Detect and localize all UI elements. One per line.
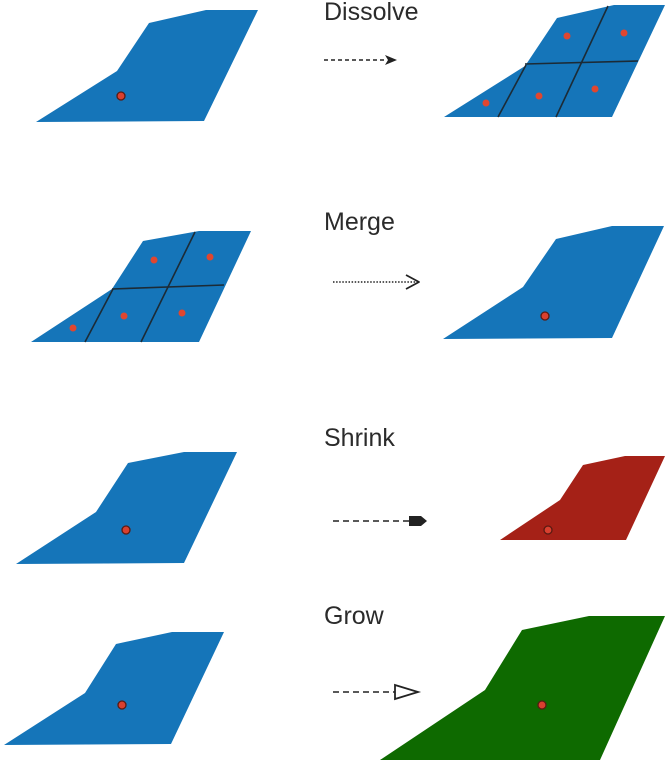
grow-source-polygon — [4, 632, 224, 745]
row-dissolve: Dissolve — [36, 0, 665, 122]
merge-result-polygon — [443, 226, 664, 339]
merge-point — [120, 312, 128, 320]
merge-point — [150, 256, 158, 264]
dissolve-point — [591, 85, 599, 93]
row-grow: Grow — [4, 602, 665, 760]
grow-source-centroid — [117, 700, 127, 710]
dissolve-source-polygon — [36, 10, 258, 122]
dissolve-arrow — [324, 55, 397, 65]
merge-point — [178, 309, 186, 317]
grow-result-polygon — [380, 616, 665, 760]
merge-result-centroid — [540, 311, 550, 321]
shrink-label: Shrink — [324, 424, 395, 452]
row-shrink: Shrink — [16, 424, 665, 564]
dissolve-grid-lines — [497, 5, 639, 118]
shrink-arrow — [333, 516, 427, 526]
merge-point — [206, 253, 214, 261]
dissolve-point — [535, 92, 543, 100]
shrink-result-polygon — [500, 456, 665, 540]
grow-arrow — [333, 683, 422, 701]
merge-arrow — [333, 274, 420, 290]
shrink-result-centroid — [543, 525, 553, 535]
dissolve-point — [563, 32, 571, 40]
dissolve-point — [482, 99, 490, 107]
merge-label: Merge — [324, 208, 395, 236]
merge-source-points — [69, 253, 214, 332]
dissolve-label: Dissolve — [324, 0, 418, 26]
grow-result-centroid — [537, 700, 547, 710]
merge-source-polygon — [31, 231, 251, 342]
shrink-source-polygon — [16, 452, 237, 564]
dissolve-source-centroid — [116, 91, 126, 101]
shrink-source-centroid — [121, 525, 131, 535]
dissolve-point — [620, 29, 628, 37]
merge-point — [69, 324, 77, 332]
grow-label: Grow — [324, 602, 385, 630]
row-merge: Merge — [31, 208, 664, 343]
dissolve-result-polygon — [444, 5, 665, 117]
dissolve-result-points — [482, 29, 628, 107]
merge-grid-lines — [84, 231, 225, 343]
